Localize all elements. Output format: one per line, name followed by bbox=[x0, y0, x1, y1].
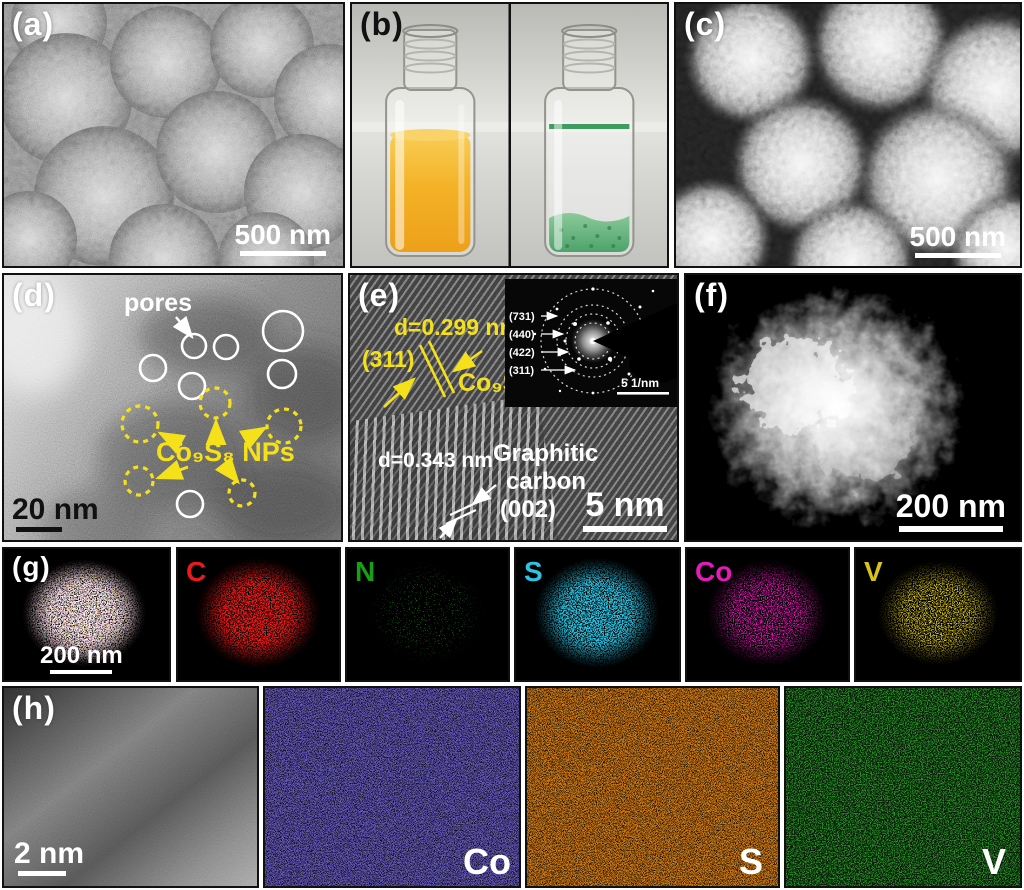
ring-label-440: (440) bbox=[509, 329, 535, 341]
panel-h-scale-bar: 2 nm bbox=[14, 837, 84, 876]
eds-map-V-graphic: V bbox=[856, 549, 1020, 680]
pore-circles bbox=[138, 309, 305, 519]
panel-c-scale-bar: 500 nm bbox=[910, 221, 1006, 258]
panel-e-hrtem-image: d=0.299 nm (311) Co₉S₈ d=0.343 nm Graphi… bbox=[348, 273, 679, 542]
vial-right-green-precipitate bbox=[510, 4, 667, 266]
eds-map-S-graphic: S bbox=[516, 549, 679, 680]
map-label-S: S bbox=[739, 841, 763, 882]
lattice-fringe-lines bbox=[383, 340, 483, 408]
stem-lattice-graphic bbox=[4, 688, 257, 886]
panel-f-stem-image: (f) 200 nm bbox=[684, 273, 1022, 542]
panel-e-label: (e) bbox=[358, 277, 401, 313]
map-V-graphic: V bbox=[786, 688, 1020, 886]
eds-map-Co-graphic: Co bbox=[687, 549, 848, 680]
saed-inset: (731) (440) (422) (311) 5 1/nm bbox=[505, 279, 677, 407]
panel-g-map-V: V bbox=[854, 547, 1022, 682]
tem-pores-graphic: pores Co₉S₈ NPs bbox=[4, 275, 341, 540]
panel-h-map-V: V bbox=[784, 686, 1022, 888]
element-label-N: N bbox=[355, 556, 375, 587]
panel-d-scale-bar: 20 nm bbox=[12, 493, 99, 532]
nps-arrows bbox=[155, 418, 268, 485]
pores-annotation: pores bbox=[124, 289, 192, 317]
panel-h-label: (h) bbox=[12, 690, 56, 726]
panel-e-scale-bar: 5 nm bbox=[583, 488, 667, 532]
map-label-Co: Co bbox=[463, 841, 511, 882]
panel-g-map-S: S bbox=[514, 547, 681, 682]
panel-a-label: (a) bbox=[12, 6, 55, 42]
map-S-graphic: S bbox=[527, 688, 778, 886]
vial-left-graphic bbox=[352, 4, 509, 266]
panel-g-label: (g) bbox=[12, 551, 51, 582]
diffraction-spots bbox=[533, 287, 655, 395]
element-label-V: V bbox=[864, 556, 883, 587]
graphitic-annotation-2: carbon bbox=[506, 468, 586, 495]
panel-a-sem-image: (a) 500 nm bbox=[2, 2, 345, 268]
panel-b-photo-vials: (b) bbox=[350, 2, 669, 268]
panel-f-scale-bar: 200 nm bbox=[896, 490, 1006, 532]
stem-particle-graphic bbox=[686, 275, 1020, 540]
ring-label-arrows bbox=[541, 311, 577, 375]
map-Co-graphic: Co bbox=[265, 688, 519, 886]
eds-composite-graphic bbox=[4, 549, 169, 680]
ring-label-731: (731) bbox=[509, 311, 535, 323]
panel-h-stem-image: (h) 2 nm bbox=[2, 686, 259, 888]
panel-h-map-S: S bbox=[525, 686, 780, 888]
panel-g-map-Co: Co bbox=[685, 547, 850, 682]
ring-labels: (731) (440) (422) (311) bbox=[509, 311, 535, 377]
element-label-S: S bbox=[524, 556, 543, 587]
sem-flowers-graphic bbox=[676, 4, 1020, 266]
saed-scale-bar bbox=[617, 392, 669, 395]
sem-spheres-graphic bbox=[4, 4, 343, 266]
panel-g-scale-bar: 200 nm bbox=[40, 643, 123, 674]
nps-annotation: Co₉S₈ NPs bbox=[156, 437, 295, 467]
plane-2-annotation: (002) bbox=[500, 496, 556, 523]
panel-c-label: (c) bbox=[684, 6, 727, 42]
panel-g-eds-composite: (g) 200 nm bbox=[2, 547, 171, 682]
panel-h-map-Co: Co bbox=[263, 686, 521, 888]
eds-map-N-graphic: N bbox=[347, 549, 508, 680]
element-label-C: C bbox=[186, 556, 206, 587]
vial-left-yellow-suspension bbox=[352, 4, 509, 266]
d-spacing-2-annotation: d=0.343 nm bbox=[378, 449, 493, 472]
element-label-Co: Co bbox=[695, 556, 732, 587]
map-label-V: V bbox=[982, 841, 1006, 882]
panel-c-sem-image: (c) 500 nm bbox=[674, 2, 1022, 268]
plane-1-annotation: (311) bbox=[362, 346, 414, 372]
panel-g-map-C: C bbox=[176, 547, 341, 682]
panel-d-tem-image: pores Co₉S₈ NPs (d) 20 nm bbox=[2, 273, 343, 542]
eds-map-C-graphic: C bbox=[178, 549, 339, 680]
panel-g-map-N: N bbox=[345, 547, 510, 682]
panel-f-label: (f) bbox=[694, 277, 729, 313]
pores-arrow bbox=[172, 315, 194, 339]
vial-right-graphic bbox=[510, 4, 667, 266]
panel-d-label: (d) bbox=[12, 277, 56, 313]
ring-label-311: (311) bbox=[509, 365, 534, 377]
graphitic-annotation-1: Graphitic bbox=[493, 440, 598, 467]
graphite-lines bbox=[438, 484, 497, 539]
d-spacing-1-annotation: d=0.299 nm bbox=[394, 314, 520, 340]
saed-scale-text: 5 1/nm bbox=[621, 376, 659, 390]
panel-a-scale-bar: 500 nm bbox=[235, 219, 331, 256]
saed-pattern-graphic: (731) (440) (422) (311) 5 1/nm bbox=[505, 279, 677, 407]
ring-label-422: (422) bbox=[509, 347, 535, 359]
panel-b-label: (b) bbox=[360, 6, 404, 42]
